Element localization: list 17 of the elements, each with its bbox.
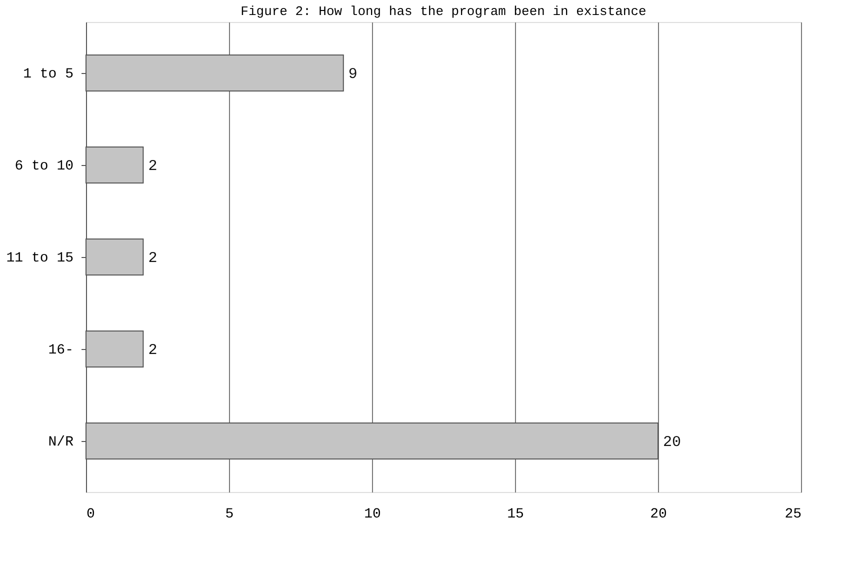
x-tick-label: 25 — [784, 506, 802, 522]
x-tick-label: 0 — [86, 506, 95, 522]
data-label: 20 — [663, 434, 682, 451]
y-tick-label: 1 to 5 — [23, 66, 74, 82]
y-tick-label: 16- — [48, 342, 74, 358]
x-tick-label: 20 — [650, 506, 667, 522]
y-tick-label: N/R — [48, 434, 74, 450]
data-label: 2 — [148, 158, 158, 175]
y-tick-label: 11 to 15 — [6, 250, 74, 266]
data-label: 9 — [348, 66, 358, 83]
chart-title: Figure 2: How long has the program been in existance — [240, 4, 646, 19]
data-label: 2 — [148, 250, 158, 267]
y-tick-label: 6 to 10 — [14, 158, 74, 174]
x-tick-label: 15 — [507, 506, 524, 522]
data-label: 2 — [148, 342, 158, 359]
x-tick-label: 5 — [225, 506, 234, 522]
x-tick-label: 10 — [364, 506, 381, 522]
